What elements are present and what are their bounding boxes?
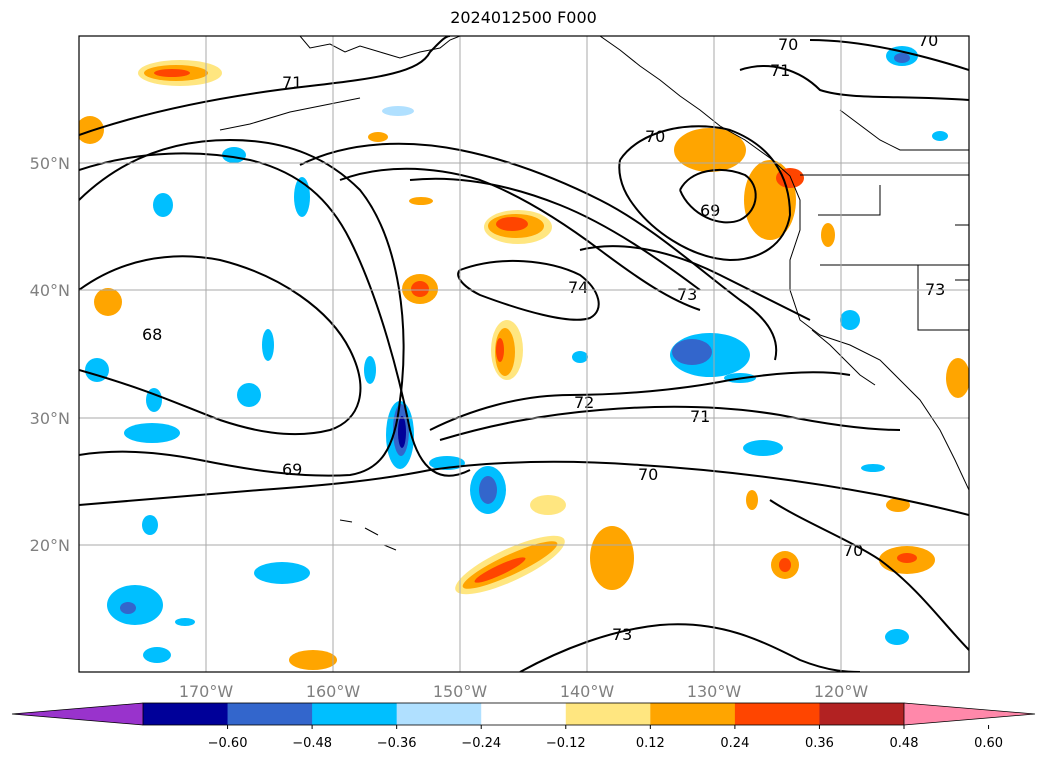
- lat-label: 40°N: [30, 281, 70, 300]
- colorbar-cell: [734, 703, 820, 725]
- shaded-anomalies: [79, 46, 969, 670]
- colorbar-tick-label: 0.12: [636, 736, 665, 751]
- colorbar-cell: [312, 703, 398, 725]
- contour-label: 70: [843, 541, 863, 560]
- colorbar-tick-label: −0.60: [208, 736, 248, 751]
- colorbar-tick-label: 0.24: [720, 736, 749, 751]
- colorbar-tick-label: −0.36: [377, 736, 417, 751]
- lon-label: 170°W: [179, 682, 234, 701]
- colorbar-cell: [143, 703, 229, 725]
- colorbar: −0.60 −0.48 −0.36 −0.24 −0.12 0.12 0.24 0.36 0.4…: [11, 702, 1036, 751]
- colorbar-tick-label: 0.36: [805, 736, 834, 751]
- colorbar-tick-label: 0.60: [974, 736, 1003, 751]
- contour-label: 71: [282, 73, 302, 92]
- colorbar-cell: [481, 703, 567, 725]
- lat-label: 20°N: [30, 536, 70, 555]
- lon-label: 130°W: [687, 682, 742, 701]
- lon-label: 160°W: [306, 682, 361, 701]
- contour-label: 71: [690, 407, 710, 426]
- map-title: 2024012500 F000: [450, 8, 597, 27]
- map-area: 71 70 70 71 69 68 74 73 72 71 69 70 70 7…: [79, 31, 969, 672]
- map-frame: [78, 35, 970, 673]
- latitude-labels: 50°N 40°N 30°N 20°N: [30, 154, 70, 555]
- gridlines: [79, 36, 969, 672]
- contour-label: 69: [282, 460, 302, 479]
- longitude-labels: 170°W 160°W 150°W 140°W 130°W 120°W: [179, 682, 869, 701]
- colorbar-tick-label: −0.12: [546, 736, 586, 751]
- colorbar-cell: [396, 703, 482, 725]
- colorbar-tick-label: −0.48: [292, 736, 332, 751]
- contour-label: 72: [574, 393, 594, 412]
- colorbar-cell: [227, 703, 313, 725]
- lat-label: 50°N: [30, 154, 70, 173]
- lon-label: 140°W: [560, 682, 615, 701]
- colorbar-extend-high: [904, 703, 1035, 725]
- lat-label: 30°N: [30, 409, 70, 428]
- contour-label: 74: [568, 278, 588, 297]
- contour-label: 73: [612, 625, 632, 644]
- contour-label: 68: [142, 325, 162, 344]
- height-contours: [79, 36, 969, 672]
- contour-labels: 71 70 70 71 69 68 74 73 72 71 69 70 70 7…: [142, 31, 945, 644]
- contour-label: 73: [677, 285, 697, 304]
- contour-label: 71: [770, 61, 790, 80]
- contour-label: 70: [645, 127, 665, 146]
- coastlines: [219, 36, 969, 551]
- lon-label: 120°W: [814, 682, 869, 701]
- contour-label: 69: [700, 201, 720, 220]
- colorbar-cell: [565, 703, 651, 725]
- colorbar-tick-label: 0.48: [890, 736, 919, 751]
- contour-label: 70: [778, 35, 798, 54]
- contour-label: 70: [638, 465, 658, 484]
- contour-label: 70: [918, 31, 938, 50]
- colorbar-cell: [819, 703, 905, 725]
- lon-label: 150°W: [433, 682, 488, 701]
- colorbar-extend-low: [12, 703, 143, 725]
- colorbar-cell: [650, 703, 736, 725]
- colorbar-tick-label: −0.24: [461, 736, 501, 751]
